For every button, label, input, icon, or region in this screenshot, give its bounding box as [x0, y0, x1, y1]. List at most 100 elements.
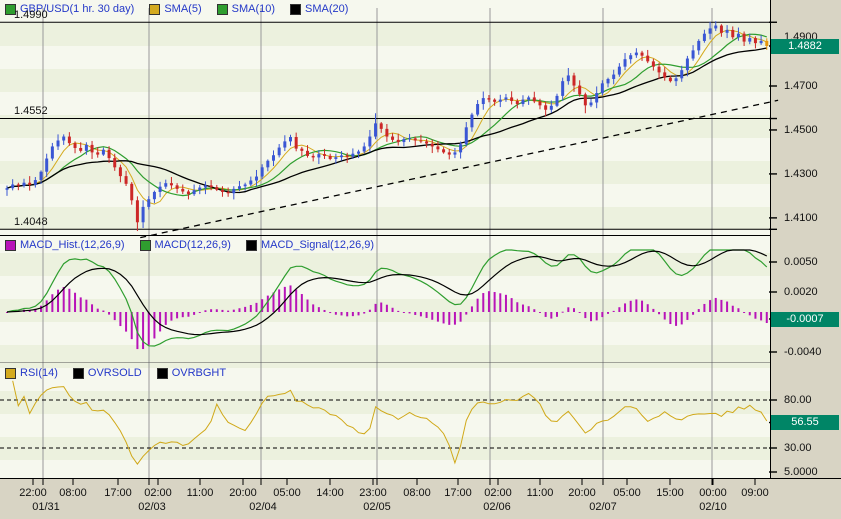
macd-hist-bar — [34, 308, 37, 312]
candle-body — [657, 66, 661, 73]
macd-hist-bar — [431, 312, 434, 320]
candle-body — [266, 160, 270, 168]
macd-hist-bar — [249, 304, 252, 312]
macd-hist-bar — [476, 298, 479, 312]
candle-body — [753, 38, 757, 44]
macd-hist-bar — [170, 312, 173, 321]
candle-body — [663, 72, 667, 78]
sma10-line — [6, 33, 767, 197]
candle-body — [430, 143, 434, 147]
macd-hist-bar — [646, 304, 649, 312]
macd-hist-bar — [74, 292, 77, 312]
price-axis-strip — [770, 0, 841, 478]
macd-hist-bar — [538, 312, 541, 313]
legend-item[interactable]: SMA(10) — [216, 3, 275, 15]
candle-body — [306, 150, 310, 156]
candle-body — [555, 95, 559, 106]
legend-item[interactable]: MACD_Signal(12,26,9) — [245, 239, 374, 251]
candle-body — [169, 183, 173, 186]
candle-body — [340, 155, 344, 158]
legend-label: MACD(12,26,9) — [154, 239, 231, 251]
macd-hist-bar — [765, 312, 768, 324]
macd-hist-bar — [6, 312, 8, 313]
macd-hist-bar — [385, 304, 388, 312]
candle-body — [198, 187, 202, 191]
candle-body — [629, 55, 633, 60]
chart-plot-area[interactable] — [0, 0, 770, 478]
macd-hist-bar — [289, 285, 292, 312]
candle-body — [113, 158, 117, 168]
candle-body — [374, 123, 378, 137]
candle-body — [249, 180, 253, 185]
time-label: 17:00 — [104, 487, 132, 499]
candle-body — [402, 139, 406, 143]
macd-hist-bar — [493, 292, 496, 312]
legend-item[interactable]: SMA(20) — [290, 3, 348, 15]
candle-body — [623, 59, 627, 67]
legend-item[interactable]: MACD(12,26,9) — [139, 239, 231, 251]
legend-item[interactable]: SMA(5) — [149, 3, 202, 15]
legend-swatch-icon — [245, 239, 257, 251]
macd-signal-line — [6, 249, 768, 336]
candle-body — [90, 144, 94, 153]
candle-body — [215, 187, 219, 190]
legend-item[interactable]: OVRSOLD — [72, 367, 142, 379]
candle-body — [5, 188, 9, 190]
candle-body — [311, 155, 315, 158]
time-label: 20:00 — [229, 487, 257, 499]
candle-body — [56, 140, 60, 147]
legend-swatch-icon — [5, 3, 16, 15]
candle-body — [748, 38, 752, 42]
macd-hist-bar — [113, 312, 116, 321]
time-label: 17:00 — [444, 487, 472, 499]
macd-panel-legend: MACD_Hist.(12,26,9) MACD(12,26,9) MACD_Sig… — [5, 238, 374, 252]
candle-body — [203, 185, 207, 188]
macd-hist-bar — [357, 312, 360, 316]
candle-body — [396, 139, 400, 143]
macd-hist-bar — [198, 312, 201, 313]
candle-body — [549, 105, 553, 110]
candle-body — [351, 153, 355, 157]
trendline[interactable] — [140, 99, 779, 239]
macd-hist-bar — [652, 308, 655, 312]
candle-body — [719, 25, 723, 33]
candle-body — [317, 154, 321, 158]
candle-body — [226, 191, 230, 194]
y-axis-label: 1.4500 — [784, 123, 818, 136]
macd-hist-bar — [726, 301, 729, 312]
macd-hist-bar — [697, 309, 700, 312]
candle-body — [425, 141, 429, 144]
candle-body — [209, 185, 213, 188]
macd-hist-bar — [521, 304, 524, 312]
macd-hist-bar — [266, 295, 269, 312]
legend-item[interactable]: OVRBGHT — [156, 367, 226, 379]
rsi-line — [12, 380, 768, 465]
macd-hist-bar — [68, 288, 71, 312]
macd-hist-bar — [635, 299, 638, 312]
macd-hist-bar — [255, 302, 258, 312]
candle-body — [702, 33, 706, 41]
candle-body — [674, 78, 678, 82]
candle-body — [16, 184, 20, 186]
price-panel-legend: GBP/USD(1 hr. 30 day) SMA(5) SMA(10) SMA(20… — [5, 2, 348, 16]
macd-hist-bar — [221, 309, 224, 312]
candle-body — [436, 146, 440, 150]
macd-hist-bar — [663, 312, 666, 320]
candle-body — [232, 188, 236, 194]
candle-body — [28, 182, 32, 185]
legend-item[interactable]: RSI(14) — [5, 367, 58, 379]
legend-item[interactable]: MACD_Hist.(12,26,9) — [5, 239, 125, 251]
candle-body — [459, 144, 463, 153]
date-label: 01/31 — [32, 501, 60, 513]
macd-hist-bar — [465, 312, 468, 315]
candle-body — [294, 136, 298, 149]
candle-body — [118, 167, 122, 177]
sma20-line — [6, 47, 767, 194]
macd-hist-bar — [295, 289, 298, 312]
legend-item[interactable]: GBP/USD(1 hr. 30 day) — [5, 3, 134, 15]
macd-hist-bar — [323, 309, 326, 312]
macd-hist-bar — [516, 302, 519, 312]
legend-label: SMA(20) — [305, 3, 349, 15]
candle-body — [391, 136, 395, 140]
